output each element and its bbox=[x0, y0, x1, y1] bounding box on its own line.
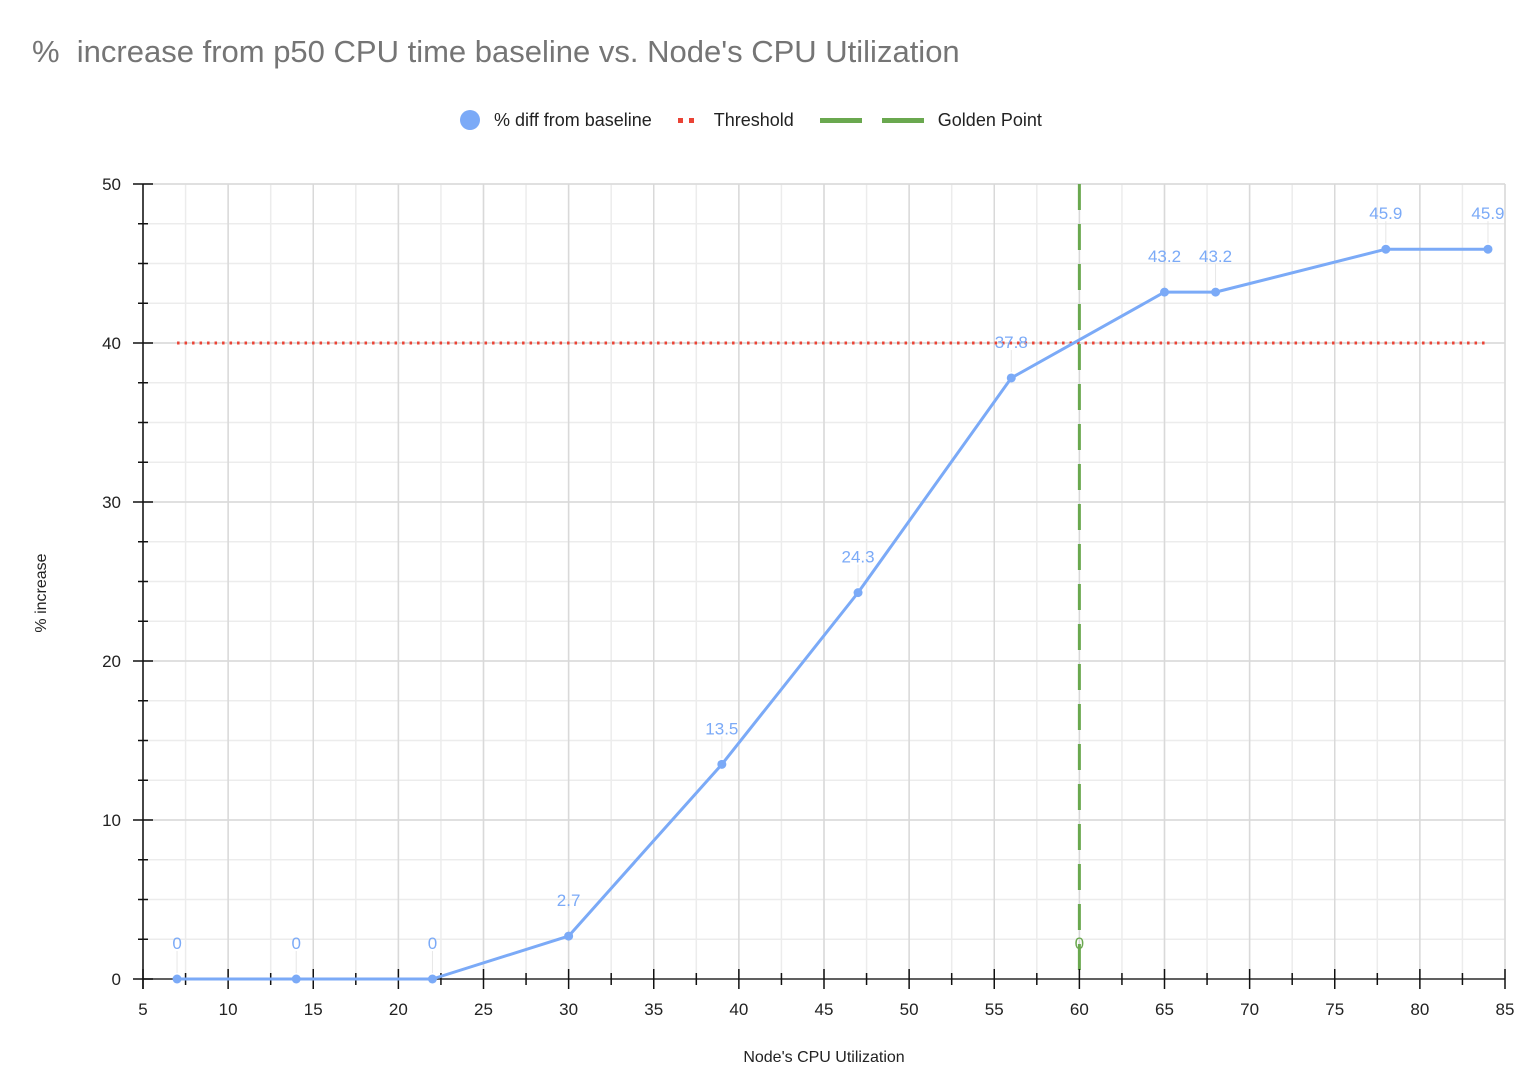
y-axis-title: % increase bbox=[33, 553, 50, 632]
legend-label: Threshold bbox=[713, 109, 794, 130]
data-point bbox=[717, 759, 727, 769]
data-point-label: 2.7 bbox=[557, 891, 581, 910]
data-point-label: 0 bbox=[428, 934, 437, 953]
x-tick-label: 85 bbox=[1496, 1000, 1515, 1019]
data-point-label: 45.9 bbox=[1471, 204, 1504, 223]
data-point-label: 43.2 bbox=[1148, 247, 1181, 266]
y-tick-label: 10 bbox=[102, 811, 121, 830]
golden-point-line: 0 bbox=[1075, 184, 1084, 979]
data-point-label: 0 bbox=[172, 934, 181, 953]
data-point bbox=[172, 974, 182, 984]
x-tick-label: 55 bbox=[985, 1000, 1004, 1019]
x-tick-label: 60 bbox=[1070, 1000, 1089, 1019]
data-point-label: 0 bbox=[291, 934, 300, 953]
x-tick-label: 65 bbox=[1155, 1000, 1174, 1019]
data-point bbox=[1211, 287, 1221, 297]
data-point-label: 45.9 bbox=[1369, 204, 1402, 223]
y-tick-label: 30 bbox=[102, 493, 121, 512]
circle-marker-icon bbox=[460, 110, 480, 130]
x-tick-label: 45 bbox=[815, 1000, 834, 1019]
x-tick-label: 50 bbox=[900, 1000, 919, 1019]
x-tick-label: 10 bbox=[219, 1000, 238, 1019]
data-point-label: 13.5 bbox=[705, 719, 738, 738]
data-point-label: 43.2 bbox=[1199, 247, 1232, 266]
x-tick-label: 70 bbox=[1240, 1000, 1259, 1019]
dashed-line-icon bbox=[819, 117, 924, 123]
y-tick-label: 50 bbox=[102, 175, 121, 194]
data-point bbox=[853, 588, 863, 598]
y-tick-label: 40 bbox=[102, 334, 121, 353]
chart-legend: % diff from baseline Threshold Golden Po… bbox=[460, 108, 1068, 132]
series-diff-from-baseline bbox=[172, 244, 1493, 984]
y-tick-label: 20 bbox=[102, 652, 121, 671]
legend-item-diff[interactable]: % diff from baseline bbox=[460, 110, 652, 131]
data-point bbox=[1381, 244, 1391, 254]
x-tick-label: 30 bbox=[559, 1000, 578, 1019]
x-tick-label: 20 bbox=[389, 1000, 408, 1019]
legend-item-threshold[interactable]: Threshold bbox=[677, 109, 794, 131]
data-point bbox=[1160, 287, 1169, 297]
y-tick-label: 0 bbox=[112, 970, 121, 989]
data-labels: 0 0 0 2.7 13.5 24.3 37.8 43.2 43.2 45.9 45.9 bbox=[172, 204, 1505, 973]
x-axis-title: Node's CPU Utilization bbox=[743, 1049, 904, 1066]
data-point bbox=[1483, 244, 1493, 254]
legend-item-golden-point[interactable]: Golden Point bbox=[819, 109, 1042, 131]
x-tick-label: 35 bbox=[644, 1000, 663, 1019]
data-point bbox=[564, 931, 574, 941]
data-point bbox=[427, 974, 437, 984]
data-point-label: 37.8 bbox=[995, 333, 1028, 352]
dotted-line-icon bbox=[677, 117, 700, 123]
legend-label: % diff from baseline bbox=[494, 109, 652, 130]
x-tick-label: 25 bbox=[474, 1000, 493, 1019]
x-tick-label: 75 bbox=[1325, 1000, 1344, 1019]
golden-point-label: 0 bbox=[1075, 934, 1084, 953]
chart-title: % increase from p50 CPU time baseline vs… bbox=[32, 34, 960, 69]
data-point bbox=[1006, 373, 1016, 383]
data-point-label: 24.3 bbox=[842, 548, 875, 567]
series-line bbox=[177, 247, 1488, 981]
data-point bbox=[291, 974, 301, 984]
x-tick-label: 80 bbox=[1410, 1000, 1429, 1019]
x-tick-label: 15 bbox=[304, 1000, 323, 1019]
x-tick-label: 5 bbox=[138, 1000, 147, 1019]
legend-label: Golden Point bbox=[937, 109, 1042, 130]
x-tick-label: 40 bbox=[729, 1000, 748, 1019]
